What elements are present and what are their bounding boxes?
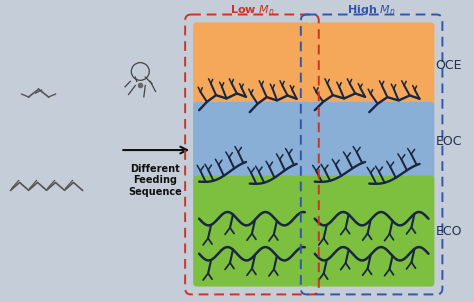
Text: Different
Feeding
Sequence: Different Feeding Sequence xyxy=(128,164,182,197)
Text: High $M_n$: High $M_n$ xyxy=(347,3,396,18)
FancyBboxPatch shape xyxy=(193,22,311,108)
FancyBboxPatch shape xyxy=(193,175,311,287)
FancyBboxPatch shape xyxy=(193,102,311,182)
Text: Low $M_n$: Low $M_n$ xyxy=(229,4,274,18)
Text: ECO: ECO xyxy=(436,225,462,238)
Text: OCE: OCE xyxy=(436,59,462,72)
Text: EOC: EOC xyxy=(436,135,462,148)
FancyBboxPatch shape xyxy=(309,102,434,182)
FancyBboxPatch shape xyxy=(309,175,434,287)
FancyBboxPatch shape xyxy=(309,22,434,108)
